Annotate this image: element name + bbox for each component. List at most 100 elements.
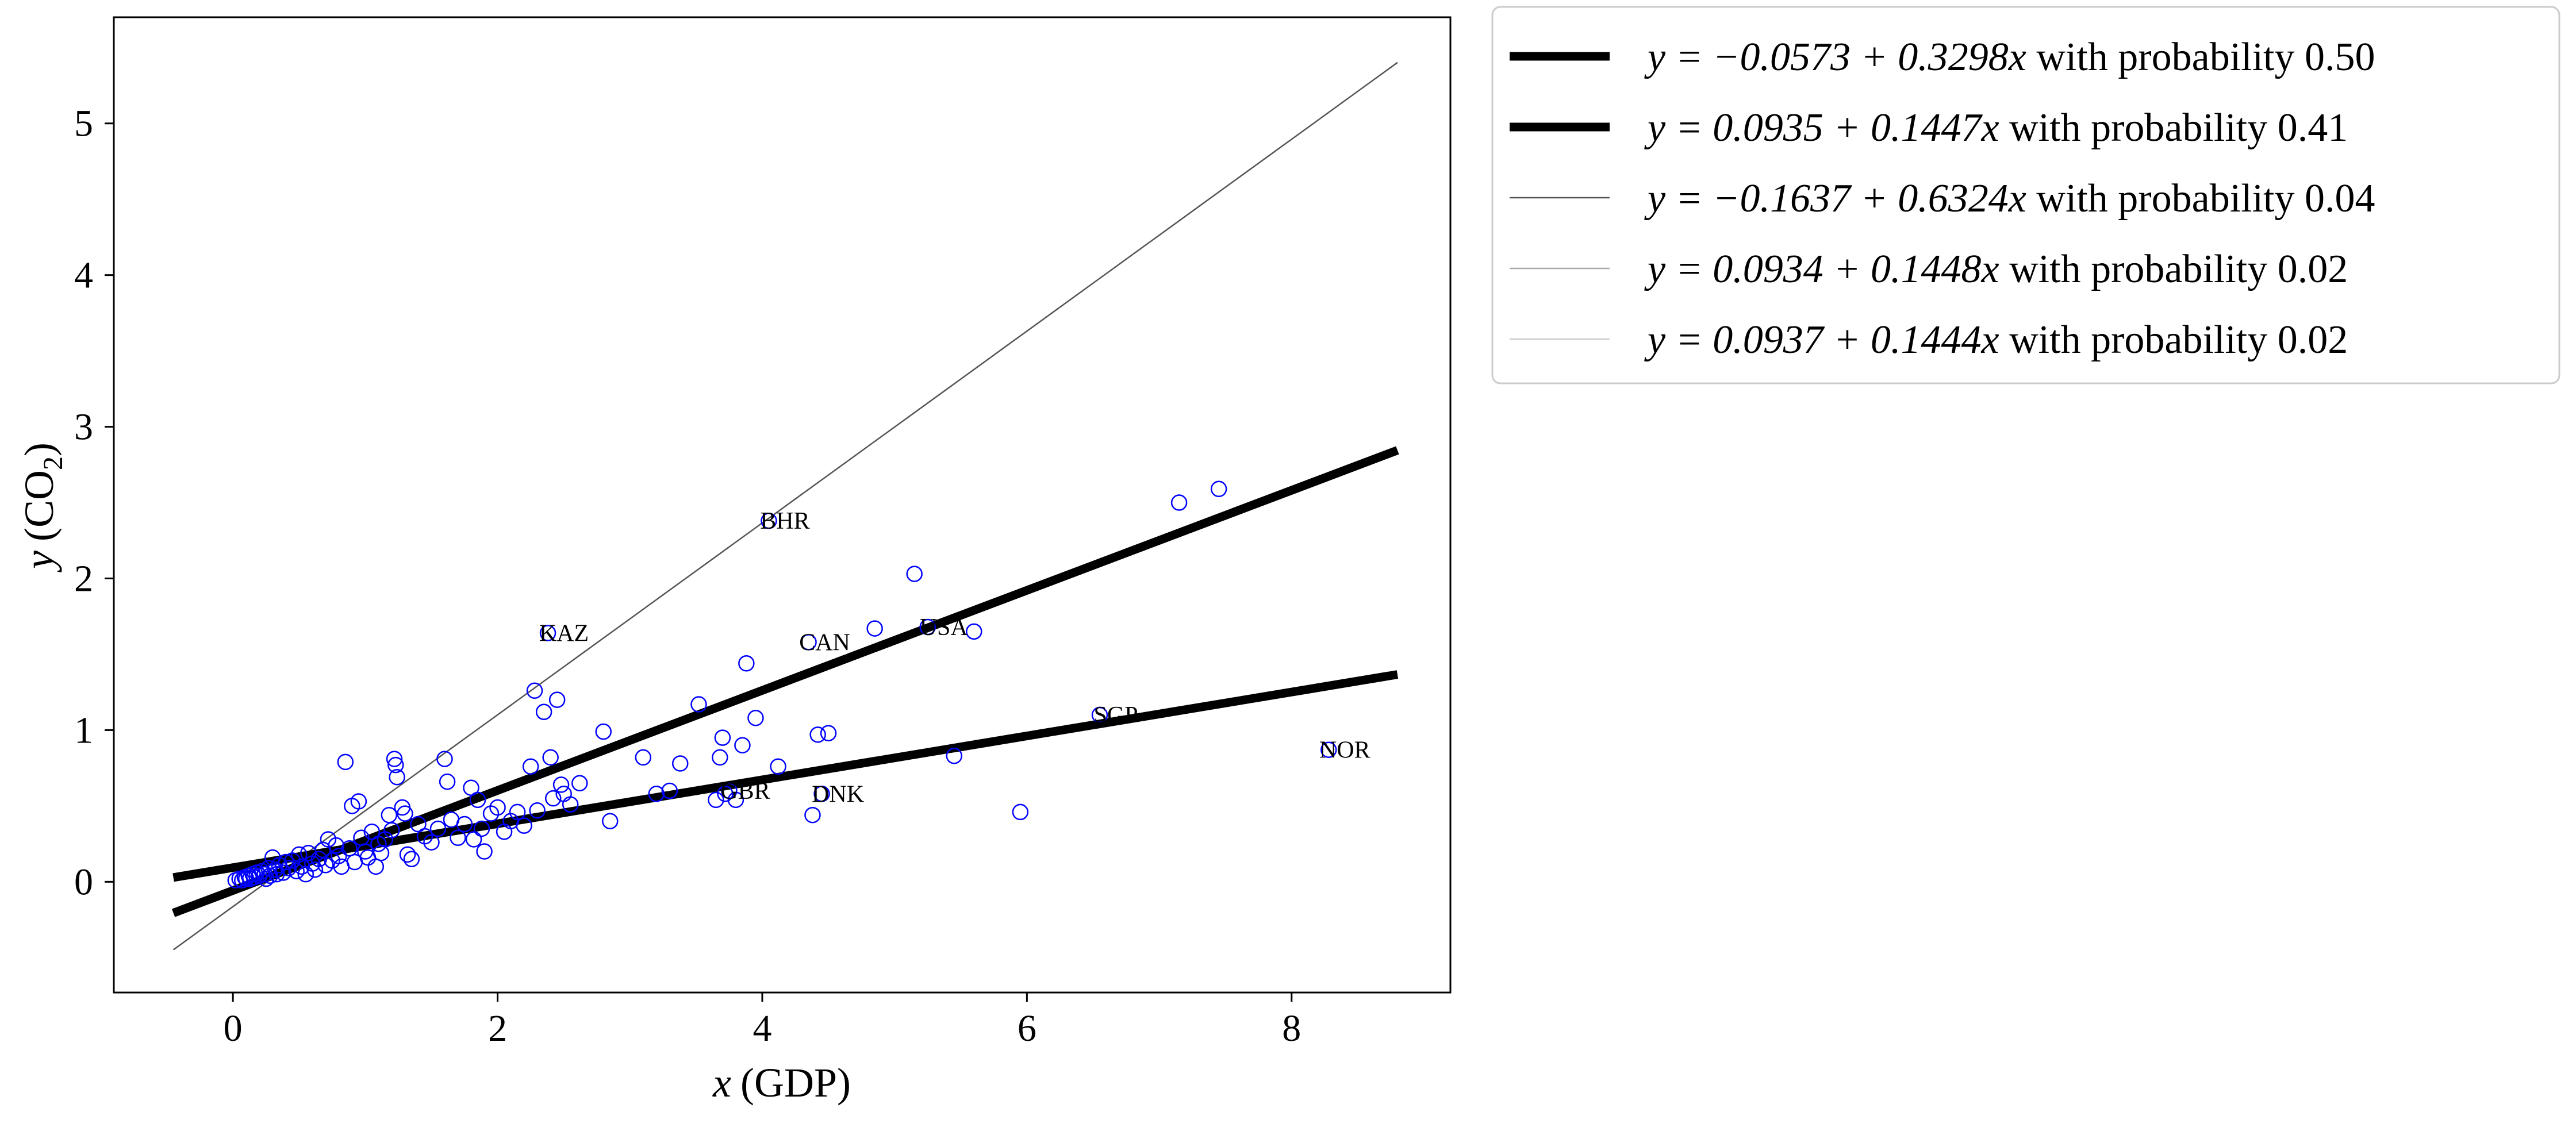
- scatter-point: [671, 755, 689, 772]
- scatter-point: [542, 749, 559, 766]
- x-axis-ticks: 0 2 4 6 8: [224, 993, 1301, 1049]
- legend-probability: with probability 0.02: [1999, 318, 2348, 362]
- scatter-point: [804, 806, 821, 824]
- scatter-point: [545, 790, 562, 807]
- scatter-point: [648, 786, 665, 802]
- scatter-point: [284, 852, 301, 869]
- scatter-point: [770, 758, 786, 775]
- scatter-point: [738, 655, 755, 672]
- point-label-kaz: KAZ: [539, 621, 589, 647]
- x-tick-label: 8: [1282, 1007, 1301, 1049]
- scatter-point: [661, 782, 678, 799]
- scatter-point: [489, 799, 506, 816]
- scatter-point: [423, 834, 440, 851]
- y-axis-unit-sub: 2: [38, 456, 68, 470]
- x-tick-label: 2: [488, 1007, 507, 1049]
- y-tick-label: 1: [74, 709, 93, 751]
- scatter-point: [714, 729, 731, 746]
- legend-equation: y = −0.1637 + 0.6324x: [1644, 176, 2026, 221]
- x-axis-unit: (GDP): [740, 1060, 851, 1106]
- scatter-point: [747, 710, 764, 726]
- scatter-point: [509, 803, 526, 821]
- scatter-point: [516, 817, 532, 834]
- scatter-point: [601, 813, 619, 830]
- scatter-point: [535, 703, 552, 720]
- scatter-point: [690, 696, 707, 713]
- legend-equation: y = 0.0934 + 0.1448x: [1644, 247, 1999, 291]
- point-label-sgp: SGP: [1093, 702, 1138, 729]
- legend-probability: with probability 0.04: [2026, 176, 2375, 221]
- scatter-point: [727, 791, 744, 809]
- legend-label-3: y = −0.1637 + 0.6324x with probability 0…: [1644, 176, 2375, 221]
- legend-label-4: y = 0.0934 + 0.1448x with probability 0.…: [1644, 247, 2348, 291]
- legend-equation: y = 0.0935 + 0.1447x: [1644, 106, 1999, 150]
- scatter-point: [331, 848, 347, 864]
- scatter-point: [813, 786, 830, 802]
- scatter-point: [1210, 480, 1227, 498]
- scatter-point: [571, 775, 588, 792]
- point-label-nor: NOR: [1319, 737, 1370, 764]
- scatter-point: [635, 749, 652, 766]
- y-tick-label: 0: [74, 861, 93, 903]
- scatter-point: [280, 860, 297, 876]
- scatter-point: [293, 858, 310, 875]
- scatter-point: [712, 749, 728, 766]
- scatter-point: [809, 726, 826, 743]
- scatter-point: [439, 773, 456, 790]
- legend-label-2: y = 0.0935 + 0.1447x with probability 0.…: [1644, 106, 2348, 150]
- scatter-point: [383, 822, 400, 838]
- y-tick-label: 2: [74, 558, 93, 600]
- scatter-point: [288, 863, 305, 880]
- scatter-point: [522, 758, 539, 775]
- legend-entries: y = −0.0573 + 0.3298x with probability 0…: [1510, 35, 2375, 362]
- legend-label-5: y = 0.0937 + 0.1444x with probability 0.…: [1644, 318, 2348, 362]
- legend-equation: y = 0.0937 + 0.1444x: [1644, 318, 1999, 362]
- scatter-point: [429, 820, 447, 837]
- scatter-point: [539, 625, 556, 641]
- scatter-point: [476, 843, 493, 860]
- y-axis-ticks: 0 1 2 3 4 5: [74, 103, 114, 903]
- point-label-dnk: DNK: [812, 781, 864, 807]
- regression-line-2: [172, 670, 1399, 882]
- scatter-point: [262, 867, 278, 884]
- y-axis-title: y (CO2): [16, 443, 68, 573]
- scatter-point: [416, 828, 433, 845]
- scatter-point: [465, 831, 482, 848]
- y-tick-label: 3: [74, 406, 93, 448]
- scatter-point: [548, 691, 566, 708]
- scatter-point: [310, 851, 328, 868]
- plot-area: [113, 16, 1452, 994]
- scatter-point: [734, 737, 751, 754]
- x-axis-title: x (GDP): [712, 1060, 851, 1106]
- scatter-point: [258, 870, 274, 887]
- scatter-point: [399, 846, 416, 863]
- scatter-point: [866, 620, 883, 637]
- scatter-point: [436, 751, 453, 767]
- y-tick-label: 5: [74, 103, 93, 145]
- point-label-can: CAN: [799, 629, 850, 656]
- point-label-gbr: GBR: [720, 778, 770, 805]
- scatter-point: [800, 634, 817, 651]
- legend-equation: y = −0.0573 + 0.3298x: [1644, 35, 2026, 79]
- scatter-point: [526, 682, 543, 699]
- scatter-point: [919, 618, 936, 636]
- x-axis-var: x: [712, 1060, 731, 1106]
- scatter-point: [1170, 494, 1188, 511]
- scatter-point: [386, 751, 403, 767]
- scatter-point: [403, 851, 420, 868]
- legend-label-1: y = −0.0573 + 0.3298x with probability 0…: [1644, 35, 2375, 79]
- legend-probability: with probability 0.02: [1999, 247, 2348, 291]
- scatter-point: [562, 796, 579, 813]
- scatter-point: [761, 512, 777, 529]
- scatter-point: [469, 791, 486, 809]
- scatter-point: [291, 846, 308, 863]
- y-axis-var: y: [16, 551, 62, 573]
- scatter-point: [397, 805, 413, 822]
- scatter-point: [966, 623, 982, 640]
- scatter-point: [820, 725, 837, 741]
- scatter-point: [456, 816, 473, 833]
- x-tick-label: 0: [224, 1007, 243, 1049]
- y-tick-label: 4: [74, 255, 93, 297]
- scatter-point: [482, 805, 500, 822]
